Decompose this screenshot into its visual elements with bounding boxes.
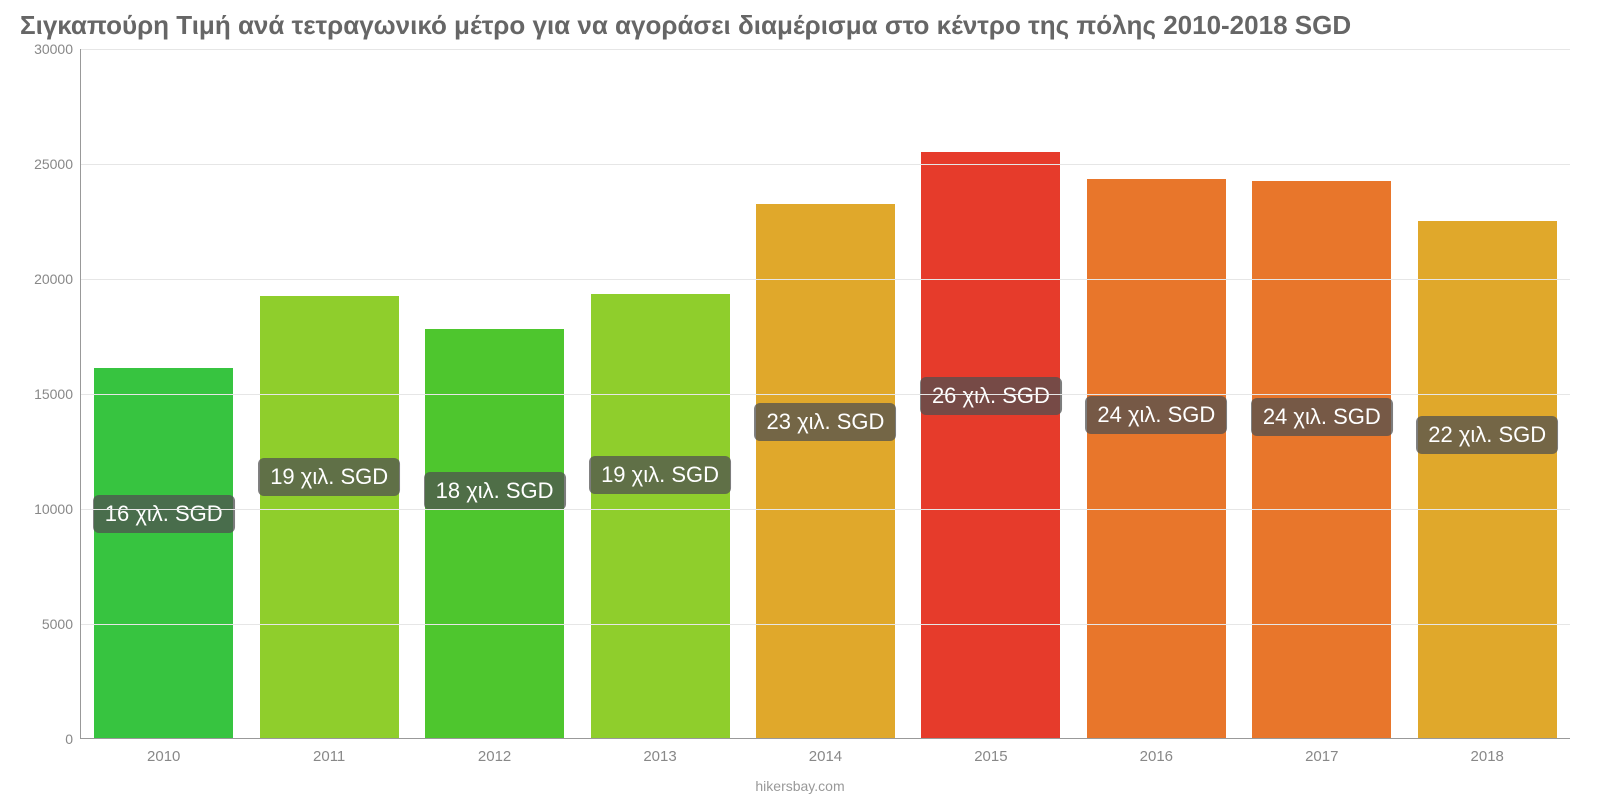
data-label: 18 χιλ. SGD: [424, 472, 566, 510]
data-label: 16 χιλ. SGD: [93, 495, 235, 533]
y-tick-label: 5000: [11, 616, 81, 632]
data-label: 19 χιλ. SGD: [258, 458, 400, 496]
x-tick-label: 2017: [1305, 748, 1338, 765]
x-tick-label: 2010: [147, 748, 180, 765]
data-label: 26 χιλ. SGD: [920, 377, 1062, 415]
data-label: 24 χιλ. SGD: [1085, 396, 1227, 434]
data-label: 24 χιλ. SGD: [1251, 398, 1393, 436]
x-tick-label: 2018: [1471, 748, 1504, 765]
x-tick-label: 2012: [478, 748, 511, 765]
chart-container: Σιγκαπούρη Τιμή ανά τετραγωνικό μέτρο γι…: [0, 0, 1600, 800]
data-label: 23 χιλ. SGD: [755, 403, 897, 441]
chart-title: Σιγκαπούρη Τιμή ανά τετραγωνικό μέτρο γι…: [20, 10, 1580, 41]
bar: [756, 204, 895, 738]
bar: [1087, 179, 1226, 738]
y-tick-label: 15000: [11, 386, 81, 402]
grid-line: [81, 624, 1570, 625]
x-tick-label: 2016: [1140, 748, 1173, 765]
x-tick-label: 2015: [974, 748, 1007, 765]
grid-line: [81, 164, 1570, 165]
plot-area: 201016 χιλ. SGD201119 χιλ. SGD201218 χιλ…: [80, 49, 1570, 739]
bar: [425, 329, 564, 738]
y-tick-label: 10000: [11, 501, 81, 517]
bar: [921, 152, 1060, 739]
attribution: hikersbay.com: [755, 778, 844, 794]
x-tick-label: 2013: [643, 748, 676, 765]
x-tick-label: 2014: [809, 748, 842, 765]
grid-line: [81, 509, 1570, 510]
grid-line: [81, 279, 1570, 280]
bar: [260, 296, 399, 738]
x-tick-label: 2011: [313, 748, 345, 765]
grid-line: [81, 49, 1570, 50]
grid-line: [81, 394, 1570, 395]
y-tick-label: 25000: [11, 156, 81, 172]
y-tick-label: 30000: [11, 41, 81, 57]
bar: [591, 294, 730, 738]
data-label: 22 χιλ. SGD: [1416, 416, 1558, 454]
y-tick-label: 0: [11, 731, 81, 747]
bar: [1252, 181, 1391, 738]
bar: [94, 368, 233, 738]
y-tick-label: 20000: [11, 271, 81, 287]
bar: [1418, 221, 1557, 739]
data-label: 19 χιλ. SGD: [589, 456, 731, 494]
